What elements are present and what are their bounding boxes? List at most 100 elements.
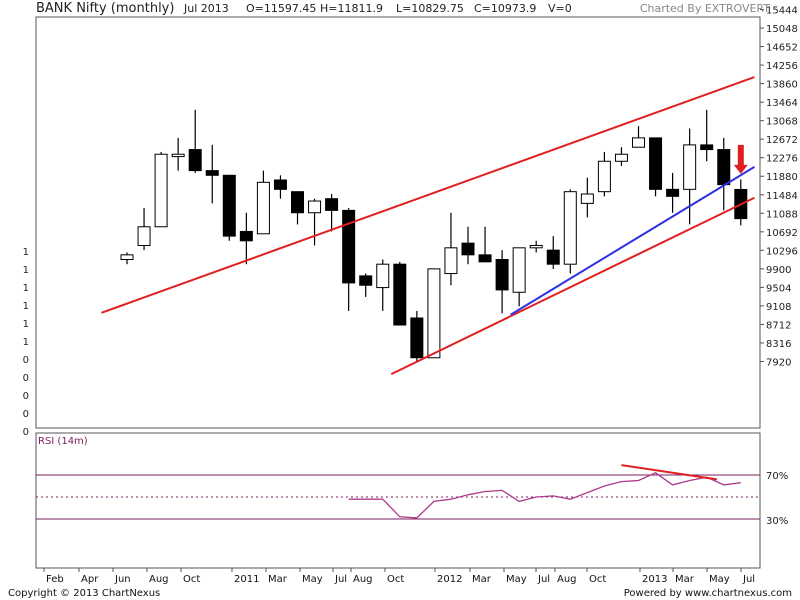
bear-candle — [717, 149, 731, 186]
trendline — [510, 166, 755, 316]
left-tick-label: 1 — [23, 337, 29, 348]
price-tick-label: 13860 — [766, 80, 798, 91]
price-tick-label: 14256 — [766, 61, 798, 72]
bear-candle — [649, 137, 663, 190]
price-tick-label: 10692 — [766, 228, 798, 239]
price-tick-label: 9108 — [766, 302, 791, 313]
x-tick-label: Jul — [537, 574, 550, 585]
x-tick-label: Mar — [268, 574, 288, 585]
left-tick-label: 1 — [23, 319, 29, 330]
bear-candle — [700, 144, 714, 151]
left-tick-label: 1 — [23, 283, 29, 294]
left-tick-label: 1 — [23, 301, 29, 312]
powered-by-text: Powered by www.chartnexus.com — [623, 588, 792, 599]
bull-candle — [171, 153, 185, 158]
bull-candle — [376, 263, 390, 289]
price-tick-label: 9900 — [766, 265, 791, 276]
bear-candle — [342, 209, 356, 284]
left-tick-label: 1 — [23, 247, 29, 258]
bear-candle — [205, 170, 219, 176]
bear-candle — [239, 230, 253, 242]
bull-candle — [614, 153, 628, 162]
bear-candle — [273, 179, 287, 190]
period-label: Jul 2013 — [184, 2, 229, 15]
price-candles — [120, 109, 748, 363]
x-tick-label: May — [506, 574, 527, 585]
price-tick-label: 9504 — [766, 283, 791, 294]
x-tick-label: Oct — [387, 574, 404, 585]
price-tick-label: 12672 — [766, 135, 798, 146]
bear-candle — [393, 263, 407, 326]
volume-value: V=0 — [548, 2, 572, 15]
left-tick-label: 0 — [23, 373, 29, 384]
bull-candle — [580, 193, 594, 204]
x-tick-label: May — [302, 574, 323, 585]
chart-axes: 15444 15048 14652 14256 13860 13464 13068 12672… — [23, 6, 798, 586]
price-tick-label: 13464 — [766, 98, 798, 109]
high-value: H=11811.9 — [320, 2, 383, 15]
open-value: O=11597.45 — [246, 2, 317, 15]
x-tick-label: Feb — [46, 574, 64, 585]
x-tick-label: 2012 — [437, 574, 462, 585]
x-tick-label: Jun — [114, 574, 131, 585]
bull-candle — [308, 200, 322, 214]
price-tick-label: 13068 — [766, 117, 798, 128]
signal-arrow-shaft — [737, 144, 744, 166]
rsi-panel-border — [35, 432, 761, 569]
price-tick-label: 11880 — [766, 172, 798, 183]
x-tick-label: 2013 — [642, 574, 667, 585]
rsi-divergence-line — [621, 464, 718, 481]
bull-candle — [563, 191, 577, 265]
bear-candle — [188, 149, 202, 172]
bear-candle — [291, 191, 304, 214]
bull-candle — [120, 254, 134, 261]
signal-arrow-head — [733, 164, 748, 174]
bull-candle — [597, 160, 611, 193]
price-tick-label: 15444 — [766, 6, 798, 17]
trendlines — [101, 76, 755, 376]
price-tick-label: 11088 — [766, 209, 798, 220]
left-tick-label: 0 — [23, 355, 29, 366]
bear-candle — [325, 198, 339, 211]
bear-candle — [495, 259, 509, 291]
x-tick-label: Apr — [81, 574, 99, 585]
bear-candle — [461, 242, 475, 256]
bear-candle — [222, 174, 236, 237]
chart-header: BANK Nifty (monthly) Jul 2013 O=11597.45… — [0, 0, 800, 18]
x-tick-label: 2011 — [234, 574, 259, 585]
price-tick-label: 10296 — [766, 246, 798, 257]
bear-candle — [359, 275, 373, 286]
left-tick-label: 1 — [23, 265, 29, 276]
bull-candle — [444, 247, 458, 275]
x-tick-label: Mar — [472, 574, 492, 585]
price-tick-label: 8316 — [766, 339, 791, 350]
left-tick-label: 0 — [23, 391, 29, 402]
bear-candle — [410, 317, 424, 359]
chart-footer: Copyright © 2013 ChartNexus Powered by w… — [0, 588, 800, 600]
bull-candle — [529, 244, 543, 249]
left-tick-label: 0 — [23, 427, 29, 438]
x-tick-label: Aug — [149, 574, 169, 585]
trendline — [101, 76, 755, 314]
price-tick-label: 14652 — [766, 43, 798, 54]
price-tick-label: 7920 — [766, 358, 791, 369]
price-tick-label: 8712 — [766, 320, 791, 331]
bull-candle — [256, 181, 270, 235]
price-tick-label: 11484 — [766, 191, 798, 202]
x-tick-label: Mar — [675, 574, 695, 585]
bull-candle — [512, 247, 526, 293]
left-tick-label: 0 — [23, 409, 29, 420]
x-tick-label: Jul — [334, 574, 347, 585]
x-tick-label: Oct — [589, 574, 606, 585]
bear-candle — [546, 249, 560, 265]
bear-candle — [666, 188, 680, 197]
bull-candle — [427, 268, 441, 359]
rsi-title: RSI (14m) — [38, 436, 88, 447]
x-tick-label: Oct — [183, 574, 200, 585]
trendline — [390, 196, 755, 376]
rsi-line — [348, 472, 741, 519]
close-value: C=10973.9 — [474, 2, 537, 15]
low-value: L=10829.75 — [396, 2, 464, 15]
x-tick-label: Aug — [557, 574, 577, 585]
